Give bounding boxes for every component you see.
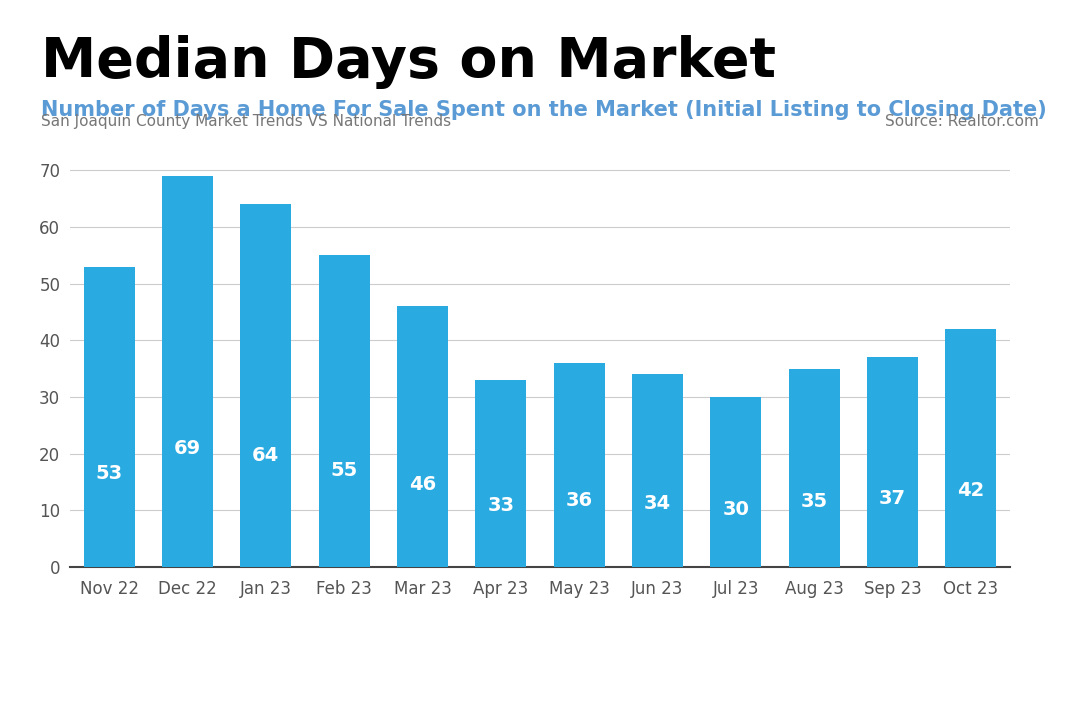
Text: (209) 300-0311: (209) 300-0311 [592, 626, 747, 644]
Bar [867, 358, 918, 567]
Text: 34: 34 [644, 494, 671, 513]
Bar [554, 363, 605, 567]
Text: 64: 64 [253, 446, 280, 465]
Text: 46: 46 [409, 475, 436, 494]
Text: 35: 35 [800, 492, 827, 512]
Bar [475, 380, 526, 567]
Text: 69: 69 [174, 438, 201, 457]
Bar [788, 369, 839, 567]
Bar [397, 306, 448, 567]
Bar [162, 176, 213, 567]
Text: San Joaquin County Market Trends VS National Trends: San Joaquin County Market Trends VS Nati… [41, 114, 451, 129]
Text: Finding Your Perfect Home Brokered By eXp: Finding Your Perfect Home Brokered By eX… [232, 653, 594, 671]
Bar [319, 255, 369, 567]
Text: Median Days on Market: Median Days on Market [41, 35, 777, 89]
Text: Number of Days a Home For Sale Spent on the Market (Initial Listing to Closing D: Number of Days a Home For Sale Spent on … [41, 100, 1047, 120]
Bar [84, 267, 135, 567]
Text: C. Ray Brower: C. Ray Brower [232, 625, 387, 644]
Bar [945, 329, 996, 567]
Text: 37: 37 [879, 489, 906, 508]
Bar [241, 204, 292, 567]
Text: 55: 55 [330, 461, 357, 480]
Text: 36: 36 [566, 491, 593, 510]
Text: YourPerfectHomeGroup.com: YourPerfectHomeGroup.com [553, 653, 786, 671]
Text: 33: 33 [487, 496, 514, 515]
Bar [711, 397, 761, 567]
Bar [632, 374, 683, 567]
Text: 42: 42 [957, 481, 985, 500]
Text: Source: Realtor.com: Source: Realtor.com [886, 114, 1039, 129]
Text: 30: 30 [723, 500, 750, 519]
Text: 53: 53 [96, 464, 123, 483]
